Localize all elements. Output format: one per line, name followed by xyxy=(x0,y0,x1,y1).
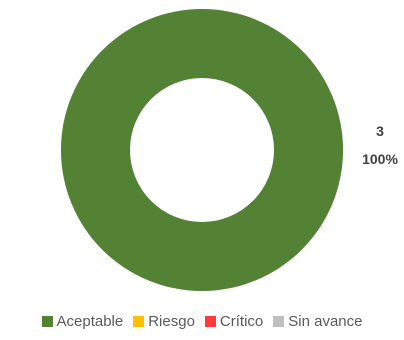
legend-label-aceptable: Aceptable xyxy=(56,313,124,330)
legend-item-sin-avance: Sin avance xyxy=(273,313,362,330)
donut-slice-aceptable xyxy=(60,8,344,291)
data-label-percent: 100% xyxy=(362,151,398,167)
legend-item-critico: Crítico xyxy=(204,313,264,330)
legend-swatch-sin-avance xyxy=(273,316,285,327)
legend-swatch-aceptable xyxy=(41,316,53,327)
legend: Aceptable Riesgo Crítico Sin avance xyxy=(0,313,404,330)
legend-label-critico: Crítico xyxy=(219,313,264,330)
legend-label-riesgo: Riesgo xyxy=(148,313,195,330)
legend-label-sin-avance: Sin avance xyxy=(288,313,363,330)
data-label-count: 3 xyxy=(376,123,384,139)
legend-item-aceptable: Aceptable xyxy=(41,313,124,330)
legend-swatch-riesgo xyxy=(133,316,145,327)
legend-swatch-critico xyxy=(204,316,216,327)
legend-item-riesgo: Riesgo xyxy=(133,313,195,330)
